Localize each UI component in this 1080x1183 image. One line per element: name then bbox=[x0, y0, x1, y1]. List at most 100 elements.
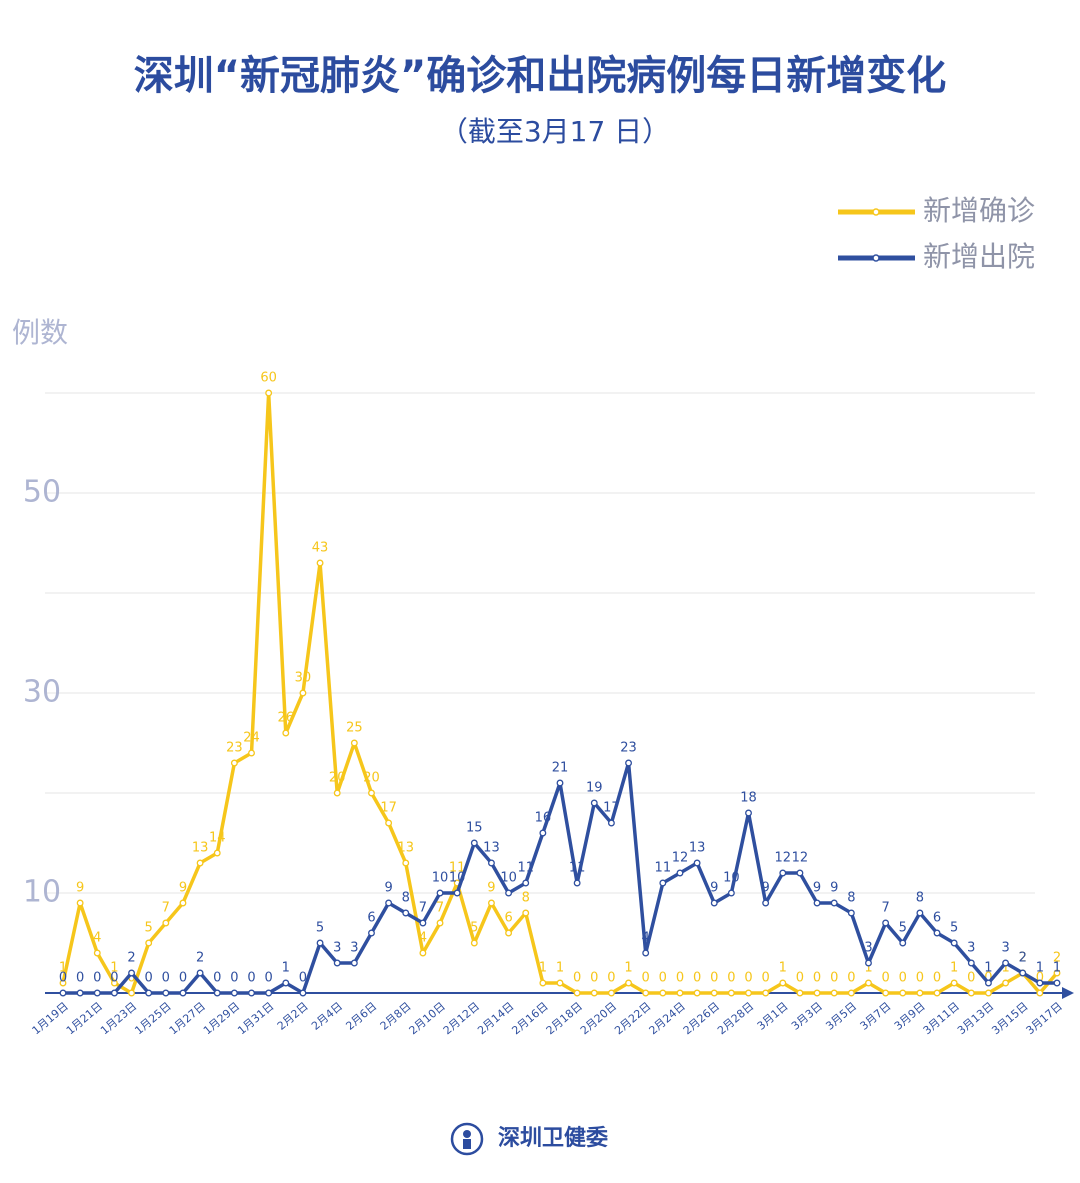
x-tick-label: 2月12日 bbox=[441, 1000, 482, 1038]
data-point bbox=[882, 919, 890, 927]
data-point bbox=[453, 889, 461, 897]
data-point bbox=[419, 949, 427, 957]
data-label: 2 bbox=[1019, 951, 1027, 966]
data-point bbox=[779, 869, 787, 877]
data-label: 0 bbox=[59, 971, 67, 986]
data-label: 0 bbox=[145, 971, 153, 986]
data-label: 14 bbox=[209, 831, 226, 846]
data-label: 0 bbox=[299, 971, 307, 986]
data-label: 0 bbox=[179, 971, 187, 986]
x-tick-label: 2月16日 bbox=[509, 1000, 550, 1038]
data-label: 0 bbox=[744, 971, 752, 986]
data-label: 9 bbox=[813, 881, 821, 896]
data-point bbox=[1002, 959, 1010, 967]
data-point bbox=[830, 989, 838, 997]
data-label: 0 bbox=[676, 971, 684, 986]
x-tick-label: 1月29日 bbox=[201, 1000, 242, 1038]
data-point bbox=[350, 959, 358, 967]
data-point bbox=[1002, 979, 1010, 987]
legend-marker bbox=[872, 254, 880, 262]
data-label: 0 bbox=[110, 971, 118, 986]
data-label: 2 bbox=[196, 951, 204, 966]
data-point bbox=[762, 989, 770, 997]
data-point bbox=[556, 779, 564, 787]
data-point bbox=[727, 889, 735, 897]
data-point bbox=[368, 929, 375, 937]
data-point bbox=[865, 959, 872, 967]
data-point bbox=[93, 989, 101, 997]
data-point bbox=[1019, 969, 1027, 977]
data-label: 0 bbox=[590, 971, 598, 986]
data-point bbox=[145, 939, 153, 947]
data-label: 0 bbox=[916, 971, 924, 986]
data-label: 9 bbox=[384, 881, 392, 896]
data-point bbox=[762, 899, 770, 907]
data-point bbox=[505, 929, 513, 937]
data-label: 12 bbox=[672, 851, 689, 866]
data-point bbox=[642, 949, 650, 957]
data-point bbox=[128, 989, 136, 997]
data-label: 2 bbox=[1053, 951, 1061, 966]
data-point bbox=[590, 799, 598, 807]
x-tick-label: 1月31日 bbox=[235, 1000, 276, 1038]
data-point bbox=[522, 909, 530, 917]
data-label: 13 bbox=[397, 841, 414, 856]
data-point bbox=[1036, 989, 1044, 997]
data-point bbox=[59, 989, 67, 997]
data-point bbox=[436, 889, 444, 897]
data-label: 23 bbox=[620, 741, 637, 756]
data-point bbox=[607, 989, 615, 997]
data-point bbox=[659, 879, 667, 887]
x-tick-label: 3月17日 bbox=[1024, 1000, 1065, 1038]
x-tick-label: 1月21日 bbox=[64, 1000, 105, 1038]
data-label: 20 bbox=[363, 771, 380, 786]
x-tick-label: 2月28日 bbox=[715, 1000, 756, 1038]
data-point bbox=[128, 969, 136, 977]
data-label: 8 bbox=[522, 891, 530, 906]
footer-logo bbox=[450, 1122, 484, 1156]
x-tick-label: 2月24日 bbox=[647, 1000, 688, 1038]
data-label: 13 bbox=[689, 841, 706, 856]
data-point bbox=[607, 819, 615, 827]
data-label: 5 bbox=[470, 921, 478, 936]
data-point bbox=[813, 899, 821, 907]
data-point bbox=[916, 989, 924, 997]
data-point bbox=[916, 909, 924, 917]
data-label: 5 bbox=[145, 921, 153, 936]
data-point bbox=[1053, 969, 1061, 977]
data-point bbox=[402, 909, 410, 917]
data-point bbox=[625, 979, 633, 987]
data-label: 3 bbox=[1001, 941, 1009, 956]
data-label: 21 bbox=[552, 761, 569, 776]
data-label: 0 bbox=[213, 971, 221, 986]
y-tick-label: 10 bbox=[23, 875, 61, 910]
data-label: 13 bbox=[192, 841, 209, 856]
data-label: 10 bbox=[449, 871, 466, 886]
data-point bbox=[710, 899, 718, 907]
data-point bbox=[573, 879, 581, 887]
data-label: 9 bbox=[76, 881, 84, 896]
data-label: 0 bbox=[230, 971, 238, 986]
data-label: 6 bbox=[504, 911, 512, 926]
data-point bbox=[625, 759, 633, 767]
data-label: 7 bbox=[162, 901, 170, 916]
data-point bbox=[76, 989, 84, 997]
data-point bbox=[847, 989, 855, 997]
data-point bbox=[933, 989, 941, 997]
data-label: 2 bbox=[127, 951, 135, 966]
data-point bbox=[265, 989, 273, 997]
data-label: 19 bbox=[586, 781, 603, 796]
legend-marker bbox=[872, 208, 880, 216]
data-label: 7 bbox=[419, 901, 427, 916]
data-label: 0 bbox=[247, 971, 255, 986]
data-label: 0 bbox=[710, 971, 718, 986]
x-tick-label: 2月6日 bbox=[343, 1000, 379, 1033]
data-label: 0 bbox=[762, 971, 770, 986]
data-label: 1 bbox=[950, 961, 958, 976]
data-point bbox=[950, 979, 958, 987]
data-label: 4 bbox=[419, 931, 427, 946]
y-axis-label: 例数 bbox=[12, 316, 68, 349]
data-point bbox=[899, 939, 907, 947]
data-label: 0 bbox=[933, 971, 941, 986]
data-label: 5 bbox=[899, 921, 907, 936]
